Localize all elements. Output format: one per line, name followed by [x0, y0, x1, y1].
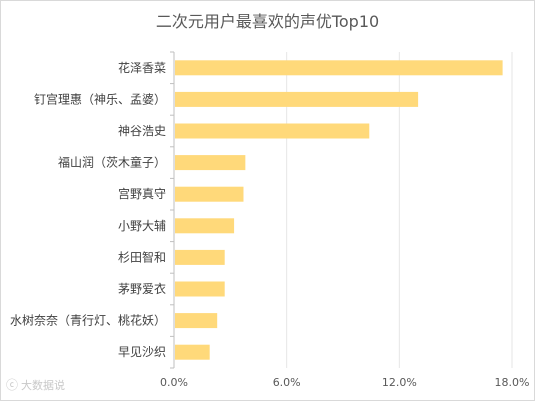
x-tick-label: 6.0% — [273, 376, 301, 389]
watermark-text: 大数据说 — [21, 378, 66, 392]
category-label: 宫野真守 — [118, 186, 166, 201]
category-label: 茅野爱衣 — [118, 281, 166, 296]
bar — [175, 313, 218, 329]
category-label: 福山润（茨木童子） — [58, 155, 166, 170]
bar — [175, 91, 419, 107]
category-label: 早见沙织 — [118, 345, 166, 359]
bar — [175, 218, 235, 234]
category-label: 水树奈奈（青行灯、桃花妖） — [10, 313, 166, 328]
x-tick-label: 12.0% — [382, 376, 417, 389]
watermark-logo-icon: ⓒ — [6, 378, 19, 392]
bar — [175, 344, 210, 360]
category-label: 杉田智和 — [118, 249, 166, 264]
category-label: 钉宫理惠（神乐、孟婆） — [34, 91, 166, 106]
bar — [175, 60, 503, 76]
category-label: 小野大辅 — [118, 219, 166, 233]
x-tick-label: 18.0% — [495, 376, 530, 389]
chart-title: 二次元用户最喜欢的声优Top10 — [155, 12, 380, 31]
bar — [175, 186, 244, 202]
category-label: 花泽香菜 — [118, 60, 166, 75]
bar — [175, 281, 225, 297]
bar — [175, 123, 370, 139]
category-label: 神谷浩史 — [118, 124, 166, 138]
bar — [175, 249, 225, 265]
bar — [175, 155, 246, 171]
x-tick-label: 0.0% — [160, 376, 188, 389]
watermark: ⓒ 大数据说 — [6, 376, 65, 393]
